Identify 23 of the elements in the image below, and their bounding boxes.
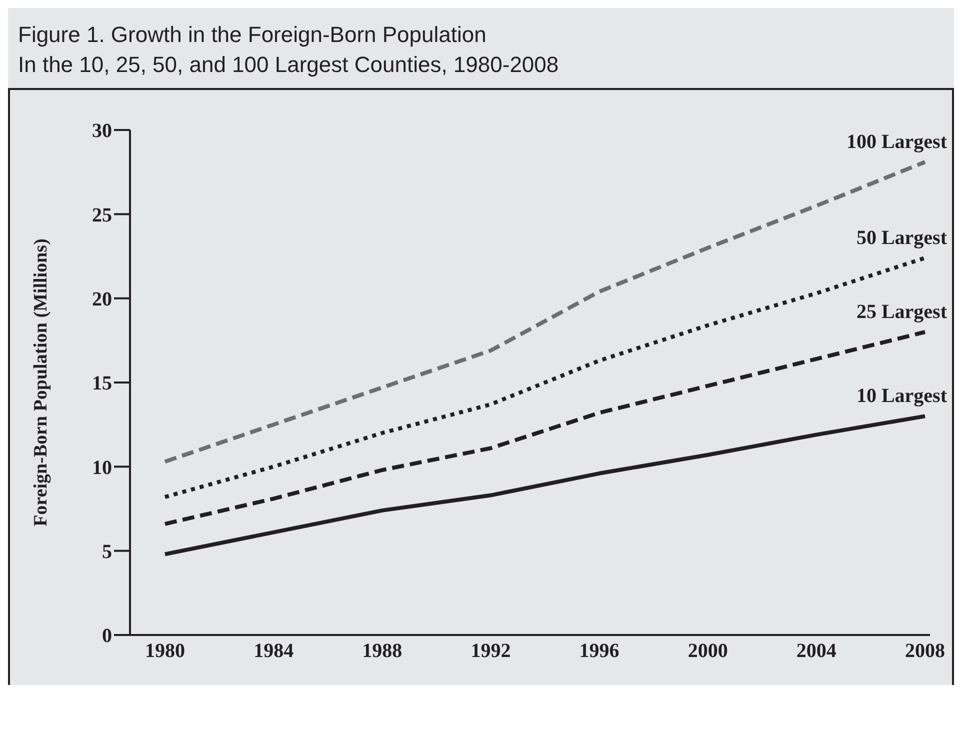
- x-tick-label: 1996: [579, 640, 620, 662]
- x-tick-label: 1984: [254, 640, 294, 662]
- series-label: 100 Largest: [846, 130, 948, 153]
- x-tick-label: 2008: [905, 640, 945, 662]
- y-tick-label: 25: [92, 204, 112, 226]
- y-tick-label: 30: [92, 120, 112, 142]
- x-tick-label: 2004: [796, 640, 836, 662]
- y-tick-label: 20: [92, 288, 112, 310]
- x-tick-label: 1988: [362, 640, 402, 662]
- series-label: 25 Largest: [856, 301, 948, 323]
- x-tick-label: 1980: [145, 640, 185, 662]
- line-series: [163, 414, 927, 556]
- chart-subtitle: In the 10, 25, 50, and 100 Largest Counties, 1980-2008: [18, 52, 560, 78]
- y-tick-label: 15: [92, 372, 112, 395]
- x-tick-label: 1992: [470, 640, 511, 662]
- x-tick-label: 2000: [688, 640, 728, 662]
- series-label: 10 Largest: [856, 385, 948, 408]
- y-tick-label: 5: [102, 540, 112, 563]
- y-tick-label: 0: [102, 625, 112, 648]
- y-tick-label: 10: [92, 456, 112, 479]
- y-axis-title: Foreign-Born Population (Millions): [30, 238, 52, 526]
- chart-title: Figure 1. Growth in the Foreign-Born Population: [18, 22, 488, 48]
- series-label: 50 Largest: [856, 226, 948, 249]
